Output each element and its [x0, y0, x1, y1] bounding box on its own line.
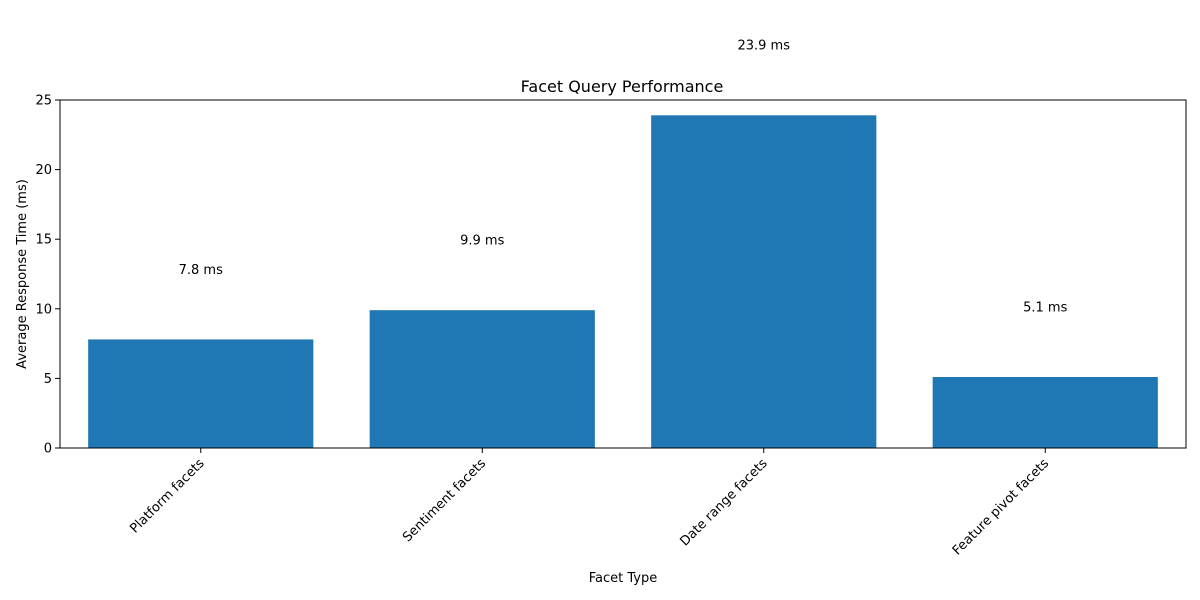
y-tick-label-4: 20: [35, 163, 52, 178]
x-tick-label-0: Platform facets: [127, 456, 207, 536]
x-tick-label-1: Sentiment facets: [400, 456, 489, 545]
bar-0: [88, 339, 314, 448]
y-tick-label-5: 25: [35, 94, 52, 109]
data-label-3: 5.1 ms: [1023, 300, 1067, 315]
y-axis: 0 5 10 15 20 25: [35, 94, 60, 457]
x-tick-label-2: Date range facets: [677, 456, 770, 549]
chart-title: Facet Query Performance: [521, 77, 724, 96]
y-tick-label-0: 0: [44, 442, 52, 457]
bar-1: [369, 310, 595, 448]
x-axis-label: Facet Type: [589, 571, 658, 586]
y-tick-label-2: 10: [35, 302, 52, 317]
y-tick-label-3: 15: [35, 233, 52, 248]
data-label-1: 9.9 ms: [460, 234, 504, 249]
x-tick-label-3: Feature pivot facets: [950, 456, 1052, 558]
bars-layer: [88, 115, 1158, 448]
data-labels-layer: 7.8 ms 9.9 ms 23.9 ms 5.1 ms: [179, 39, 1068, 316]
y-tick-label-1: 5: [44, 372, 52, 387]
data-label-2: 23.9 ms: [737, 39, 790, 54]
data-label-0: 7.8 ms: [179, 263, 223, 278]
y-axis-label: Average Response Time (ms): [15, 179, 30, 369]
plot-frame: [59, 99, 1187, 449]
bar-3: [932, 377, 1158, 448]
bar-2: [651, 115, 877, 448]
x-axis: Platform facets Sentiment facets Date rang…: [127, 448, 1052, 558]
